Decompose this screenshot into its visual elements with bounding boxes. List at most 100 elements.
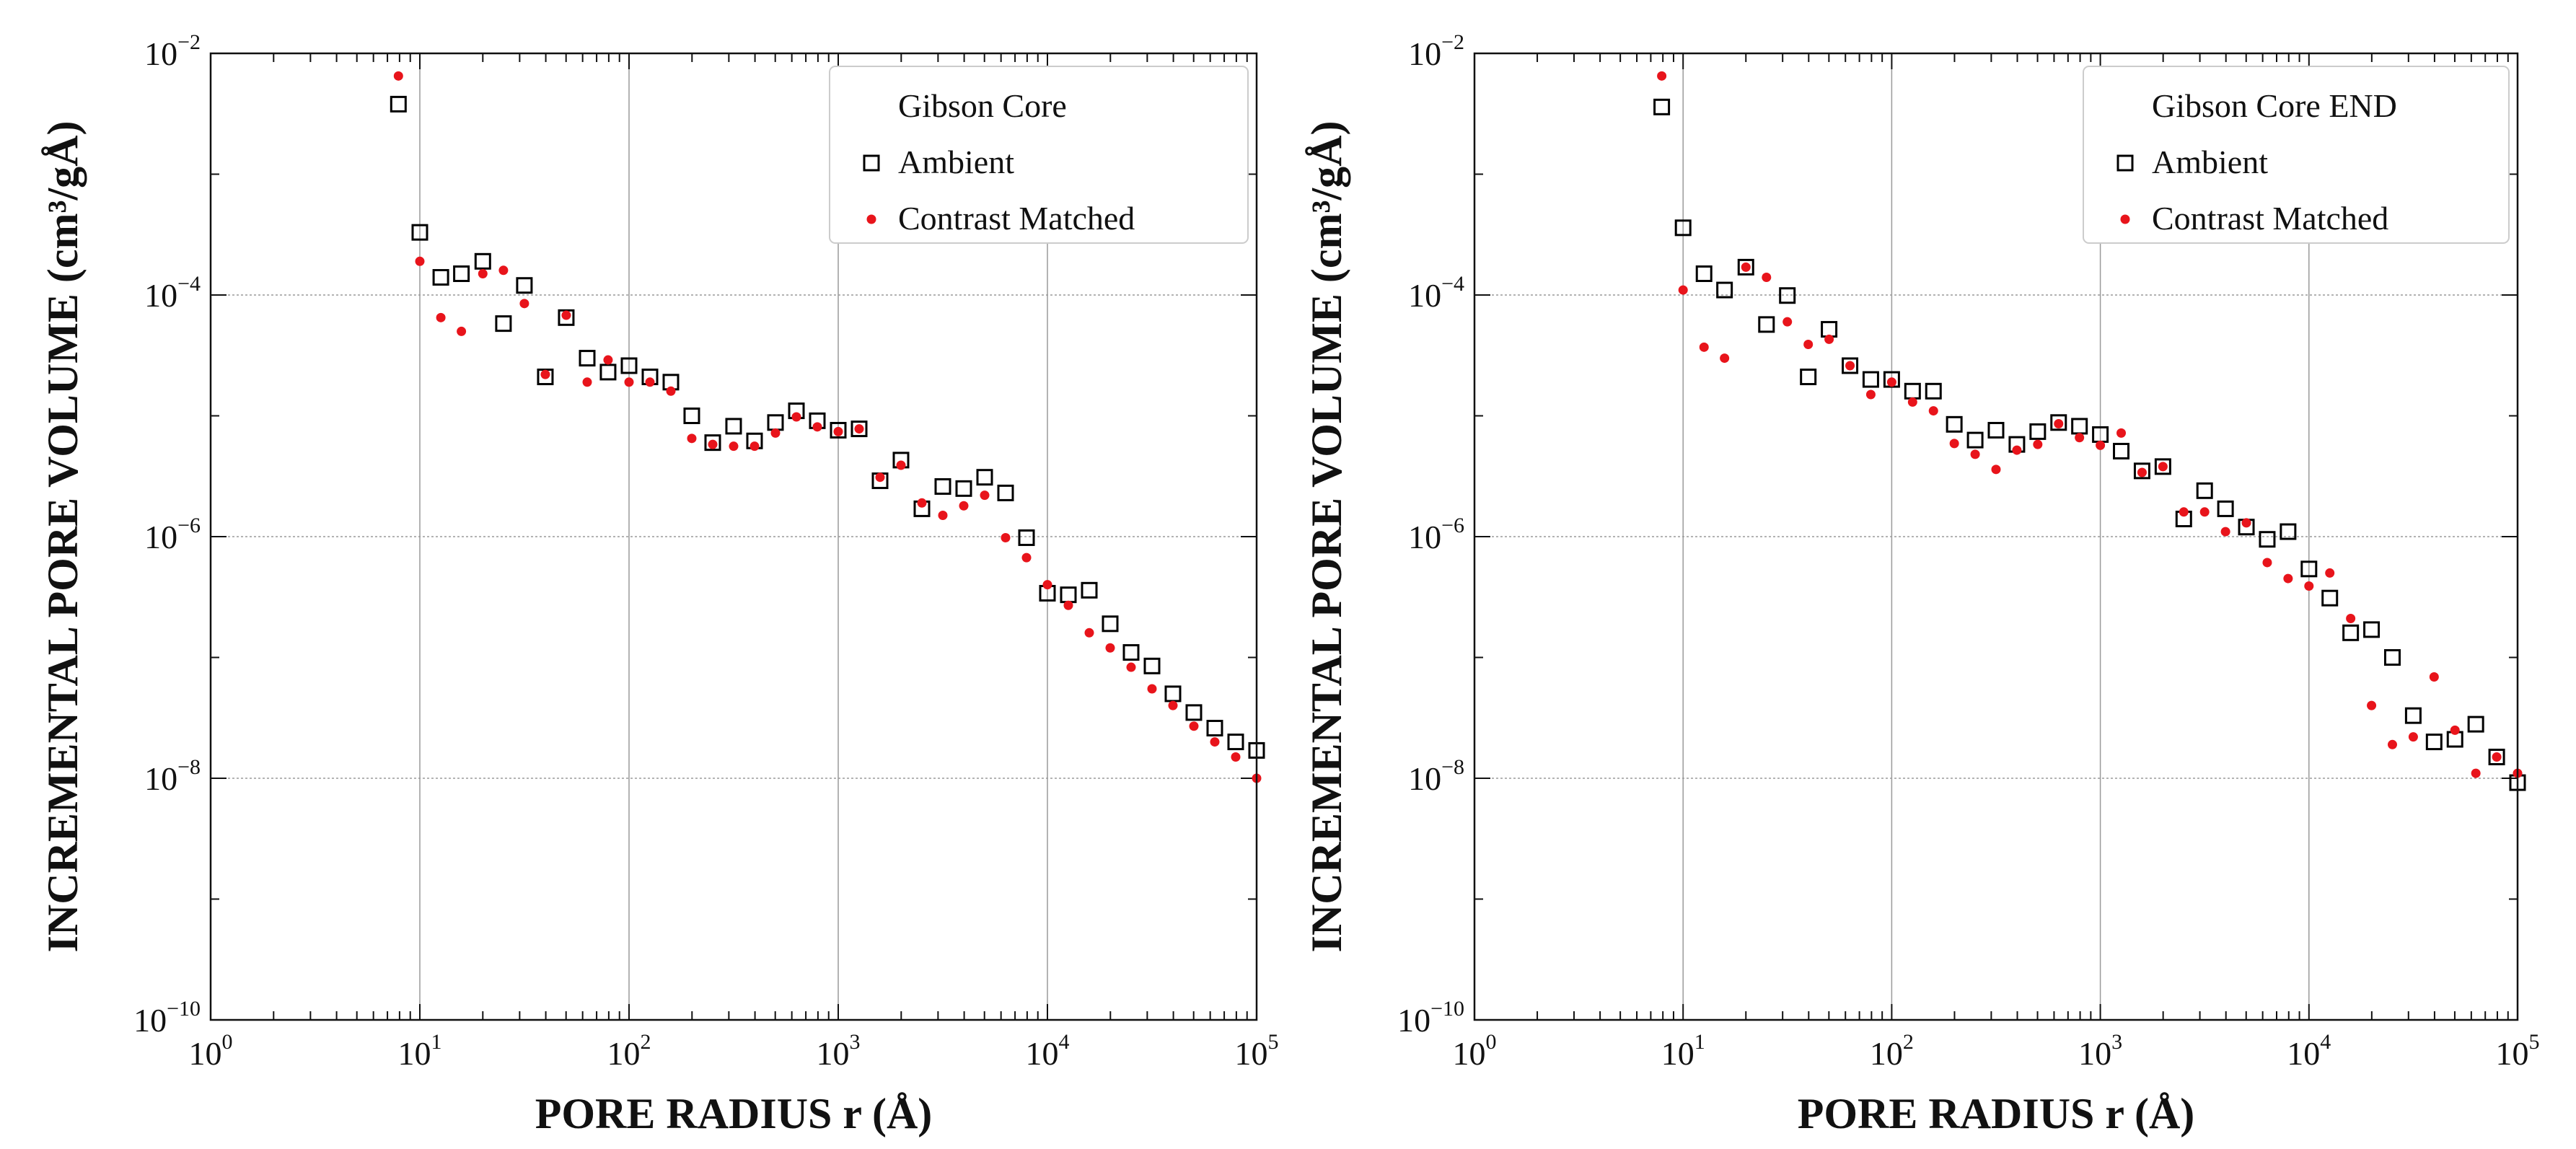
data-point-dot xyxy=(478,269,488,279)
x-tick-label: 102 xyxy=(1870,1030,1914,1072)
data-point-dot xyxy=(1886,377,1896,387)
data-point-square xyxy=(1987,421,2005,439)
data-point-dot xyxy=(1970,449,1980,459)
data-point-square xyxy=(2467,716,2484,733)
data-point-dot xyxy=(2408,732,2418,742)
series-contrast-matched xyxy=(1657,71,2523,778)
data-point-dot xyxy=(2304,581,2314,591)
data-point-square xyxy=(516,277,533,294)
series-ambient xyxy=(1653,98,2526,791)
data-point-dot xyxy=(2346,614,2356,624)
data-point-square xyxy=(1800,369,1817,386)
y-tick-label: 10−4 xyxy=(144,272,201,314)
legend-label: Ambient xyxy=(898,144,1014,180)
y-tick-label: 10−4 xyxy=(1408,272,1464,314)
x-tick-label: 102 xyxy=(607,1030,651,1072)
data-point-dot xyxy=(1063,600,1073,610)
data-point-dot xyxy=(666,386,676,396)
legend-marker-square xyxy=(2116,154,2134,172)
data-point-square xyxy=(2154,458,2171,475)
legend-label: Ambient xyxy=(2152,144,2268,180)
legend-label: Contrast Matched xyxy=(2152,200,2388,237)
data-point-dot xyxy=(1762,273,1772,283)
data-point-square xyxy=(1081,581,1098,599)
data-point-dot xyxy=(2054,418,2064,428)
data-point-square xyxy=(1862,371,1879,388)
x-axis-title: PORE RADIUS r (Å) xyxy=(535,1090,933,1137)
data-point-dot xyxy=(791,412,801,422)
x-tick-label: 101 xyxy=(398,1030,442,1072)
data-point-square xyxy=(2321,589,2339,607)
data-point-square xyxy=(2133,462,2150,480)
data-point-square xyxy=(997,484,1014,501)
legend-label: Contrast Matched xyxy=(898,200,1135,237)
legend-title: Gibson Core xyxy=(898,87,1067,124)
data-point-dot xyxy=(624,377,634,387)
data-point-square xyxy=(2196,482,2213,499)
data-point-dot xyxy=(2012,445,2022,455)
chart-1: 100 101 102 103 104 105 10−10 10−8 10−6 10−4 10−2 P… xyxy=(39,30,1279,1137)
data-point-square xyxy=(2113,442,2130,459)
data-point-square xyxy=(1716,281,1733,299)
data-point-dot xyxy=(1907,397,1917,407)
data-point-dot xyxy=(917,498,927,508)
data-point-dot xyxy=(2241,518,2251,528)
data-point-square xyxy=(620,357,638,374)
data-point-dot xyxy=(729,441,739,452)
data-point-dot xyxy=(1126,662,1136,672)
data-point-dot xyxy=(2096,440,2106,450)
data-point-dot xyxy=(1231,752,1241,762)
data-point-square xyxy=(474,252,491,270)
x-tick-label: 104 xyxy=(1026,1030,1070,1072)
y-tick-label: 10−10 xyxy=(1397,997,1464,1039)
y-tick-label: 10−10 xyxy=(133,997,201,1039)
data-point-dot xyxy=(687,433,697,444)
data-point-dot xyxy=(393,71,403,81)
data-point-square xyxy=(599,364,617,381)
data-point-dot xyxy=(1678,285,1688,295)
x-tick-label: 103 xyxy=(2078,1030,2122,1072)
data-point-dot xyxy=(2220,527,2230,537)
data-point-dot xyxy=(1001,532,1011,542)
data-point-square xyxy=(2342,624,2360,641)
x-axis-title: PORE RADIUS r (Å) xyxy=(1798,1090,2195,1137)
y-axis-title: INCREMENTAL PORE VOLUME (cm³/gÅ) xyxy=(1303,121,1350,953)
data-point-square xyxy=(1946,415,1963,433)
data-point-square xyxy=(1674,219,1692,237)
y-tick-label: 10−6 xyxy=(1408,514,1464,555)
data-point-square xyxy=(683,408,700,424)
data-point-dot xyxy=(2116,428,2127,438)
chart-2: 100 101 102 103 104 105 10−10 10−8 10−6 10−4 10−2 P… xyxy=(1303,30,2540,1137)
data-point-dot xyxy=(1084,628,1094,638)
data-point-square xyxy=(1227,734,1244,751)
data-point-dot xyxy=(2075,433,2085,443)
data-point-dot xyxy=(1991,465,2001,475)
series-contrast-matched xyxy=(393,71,1262,783)
legend-box xyxy=(829,66,1249,244)
data-point-dot xyxy=(2471,768,2481,778)
data-point-square xyxy=(2217,500,2234,517)
y-tick-label: 10−2 xyxy=(144,30,201,72)
data-point-dot xyxy=(1741,262,1751,272)
data-point-square xyxy=(2050,414,2067,431)
data-point-dot xyxy=(875,472,885,483)
data-point-square xyxy=(1206,719,1223,736)
data-point-square xyxy=(2425,734,2443,751)
x-tick-label: 100 xyxy=(189,1030,233,1072)
data-point-square xyxy=(1653,98,1671,115)
data-point-dot xyxy=(2137,467,2147,477)
data-point-dot xyxy=(1928,406,1938,416)
data-point-square xyxy=(1122,644,1140,661)
data-point-square xyxy=(704,434,721,452)
data-point-dot xyxy=(959,501,969,511)
data-point-dot xyxy=(854,424,864,434)
data-point-dot xyxy=(1845,361,1855,371)
data-point-square xyxy=(558,309,575,326)
y-tick-label: 10−2 xyxy=(1408,30,1464,72)
data-point-dot xyxy=(1865,389,1876,400)
data-point-square xyxy=(1966,431,1984,449)
data-point-square xyxy=(432,269,449,286)
data-point-dot xyxy=(561,310,571,320)
data-point-square xyxy=(411,224,428,241)
data-point-square xyxy=(579,350,596,367)
